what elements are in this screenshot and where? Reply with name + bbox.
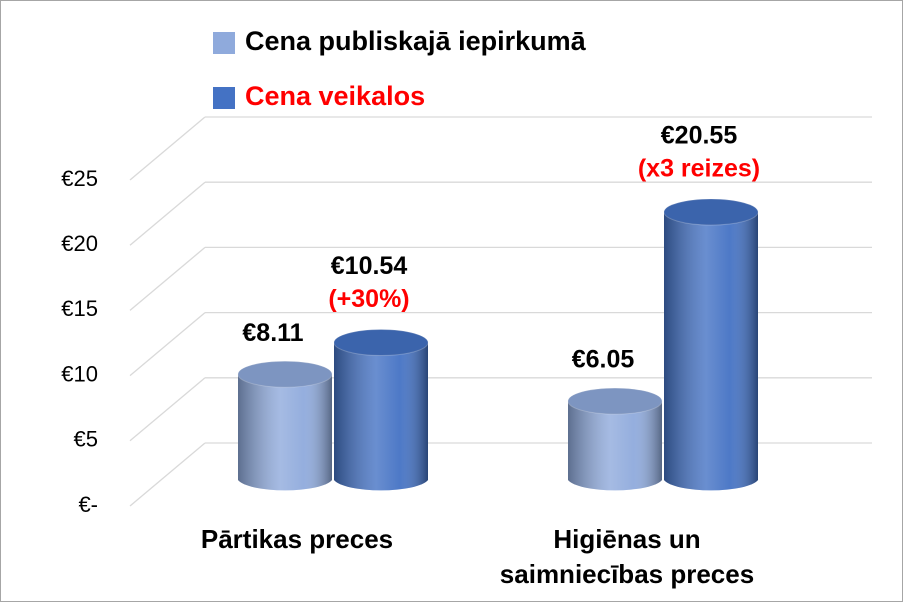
bar-top xyxy=(333,329,429,357)
value-label: €20.55 xyxy=(661,122,738,150)
annotation: (+30%) xyxy=(328,285,409,313)
bar-shade xyxy=(664,212,758,491)
bar-top-shade xyxy=(334,329,428,356)
bar-top-shade xyxy=(238,361,332,388)
grid-line-side xyxy=(129,116,206,181)
grid-line-side xyxy=(129,442,206,507)
bar-top xyxy=(237,360,333,388)
value-label: €10.54 xyxy=(331,252,408,280)
bar-shade xyxy=(238,374,332,491)
value-label: €6.05 xyxy=(572,346,635,374)
y-tick-label: €5 xyxy=(74,427,98,452)
y-tick-label: €20 xyxy=(61,231,98,256)
legend-swatch xyxy=(213,32,235,54)
bar-shade xyxy=(334,342,428,491)
y-tick-label: €- xyxy=(78,492,98,517)
bar-top xyxy=(567,387,663,415)
legend-label: Cena veikalos xyxy=(245,81,425,111)
x-tick-label: Pārtikas preces xyxy=(200,524,394,554)
bar-shade xyxy=(568,401,662,491)
value-label: €8.11 xyxy=(242,319,303,347)
annotation: (x3 reizes) xyxy=(638,155,760,183)
grid-line-side xyxy=(129,377,206,442)
y-tick-label: €10 xyxy=(61,361,98,386)
x-tick-label: Higiēnas un saimniecības preces xyxy=(499,524,755,589)
legend-label: Cena publiskajā iepirkumā xyxy=(245,26,587,56)
grid-line-side xyxy=(129,246,206,311)
y-tick-label: €15 xyxy=(61,296,98,321)
y-tick-label: €25 xyxy=(61,166,98,191)
bar-top-shade xyxy=(664,199,758,226)
grid-line-side xyxy=(129,312,206,377)
grid-line-side xyxy=(129,181,206,246)
legend-swatch xyxy=(213,87,235,109)
bar-top xyxy=(663,198,759,226)
bar-top-shade xyxy=(568,388,662,415)
